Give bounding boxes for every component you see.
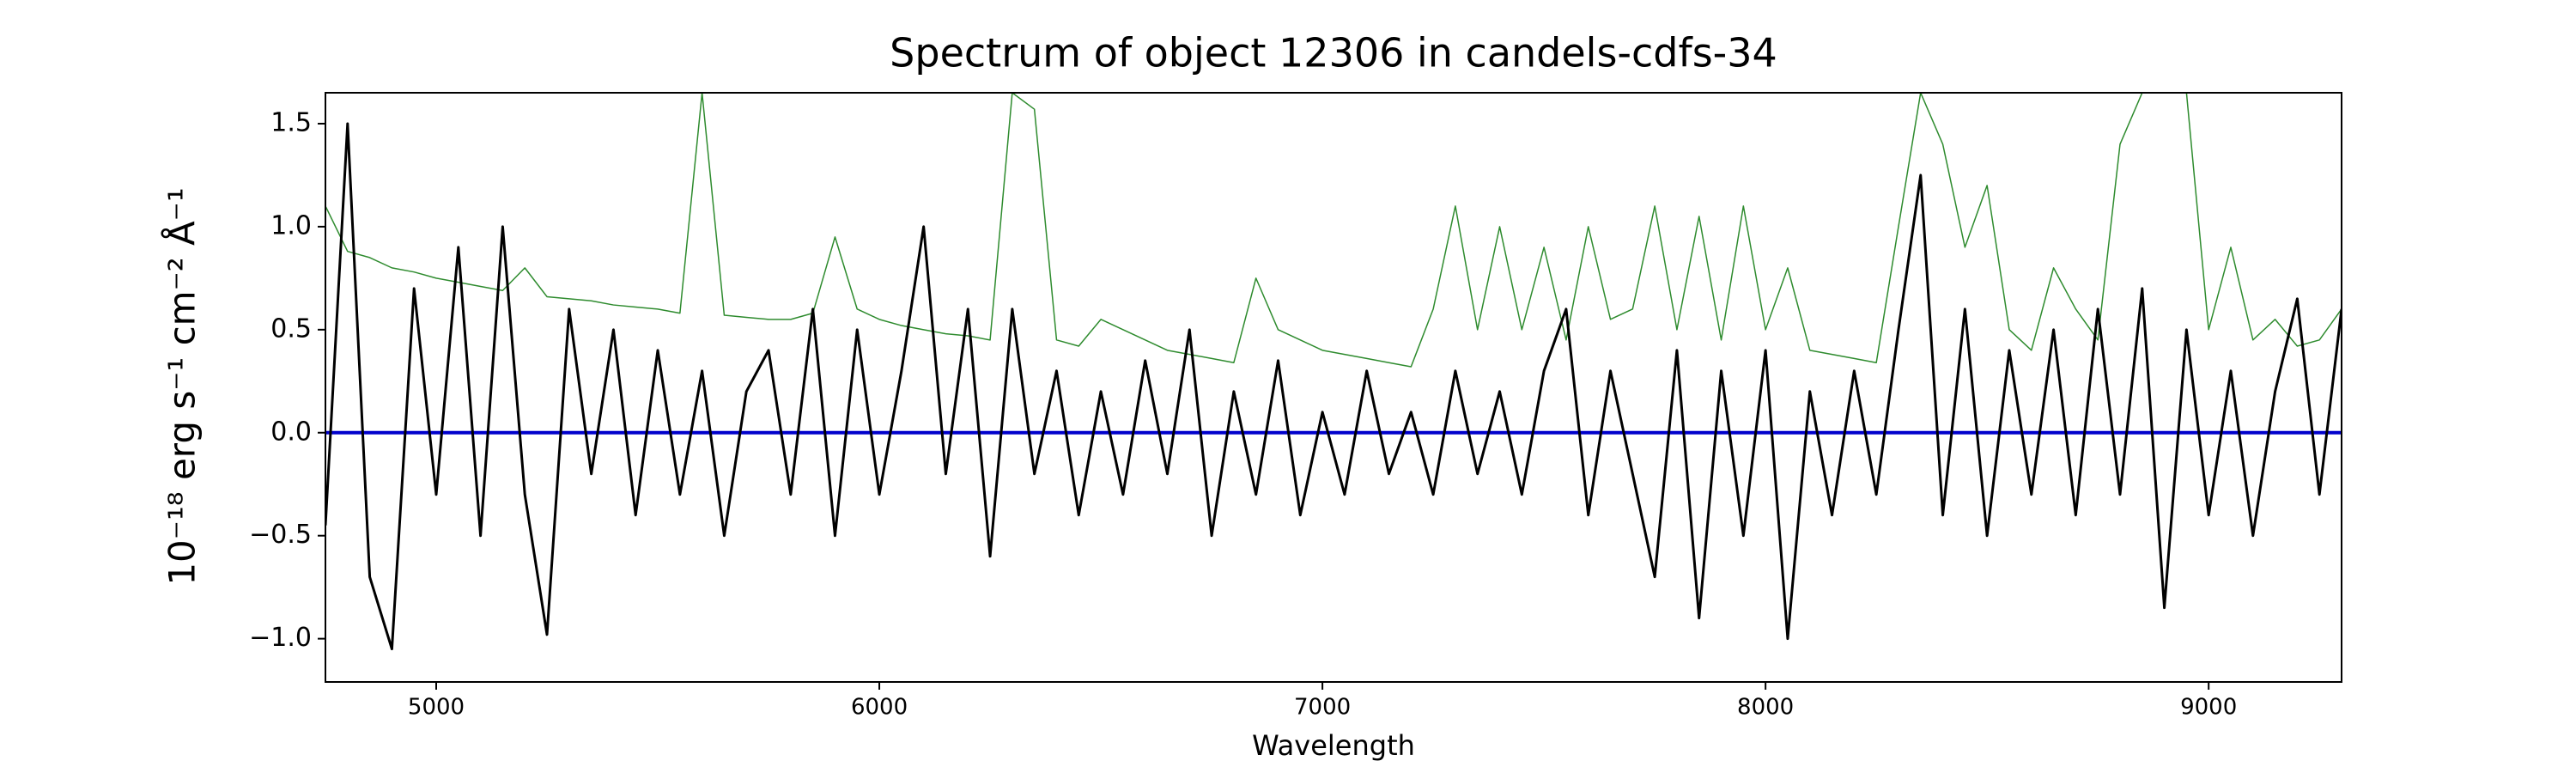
x-axis-label: Wavelength xyxy=(1252,729,1415,762)
y-tick-label: 1.0 xyxy=(270,210,312,240)
spectrum-line xyxy=(325,93,2342,368)
x-tick-label: 6000 xyxy=(851,695,908,721)
y-tick-label: 0.0 xyxy=(270,417,312,447)
plot-frame xyxy=(325,92,2342,683)
chart-title: Spectrum of object 12306 in candels-cdfs… xyxy=(890,30,1777,76)
y-tick-label: 1.5 xyxy=(270,107,312,137)
y-tick-label: −1.0 xyxy=(249,623,312,653)
y-tick-label: 0.5 xyxy=(270,313,312,344)
x-tick-label: 5000 xyxy=(408,695,465,721)
x-tick-label: 9000 xyxy=(2180,695,2237,721)
x-tick-label: 8000 xyxy=(1737,695,1794,721)
spectrum-line xyxy=(325,122,2342,651)
x-tick-label: 7000 xyxy=(1294,695,1351,721)
y-tick-label: −0.5 xyxy=(249,520,312,550)
y-axis-label: 10⁻¹⁸ erg s⁻¹ cm⁻² Å⁻¹ xyxy=(161,187,204,585)
plot-area xyxy=(325,93,2342,651)
